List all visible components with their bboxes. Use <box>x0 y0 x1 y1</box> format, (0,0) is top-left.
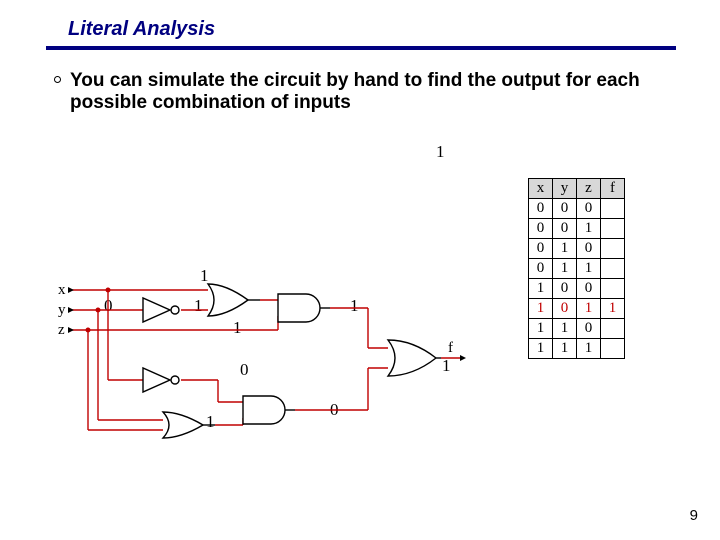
col-f: f <box>601 179 625 199</box>
not-gate-x <box>143 368 170 392</box>
annot-top: 1 <box>436 142 445 162</box>
and-gate-2 <box>243 396 285 424</box>
table-row: 110 <box>529 319 625 339</box>
input-y-label: y <box>58 302 66 318</box>
table-row: 1011 <box>529 299 625 319</box>
cell-z: 1 <box>577 299 601 319</box>
cell-f <box>601 219 625 239</box>
cell-x: 1 <box>529 319 553 339</box>
cell-x: 0 <box>529 259 553 279</box>
or-gate-2 <box>163 412 203 438</box>
table-row: 010 <box>529 239 625 259</box>
cell-z: 1 <box>577 259 601 279</box>
cell-x: 0 <box>529 239 553 259</box>
cell-x: 1 <box>529 299 553 319</box>
cell-f <box>601 319 625 339</box>
cell-z: 1 <box>577 339 601 359</box>
cell-y: 0 <box>553 219 577 239</box>
not-gate-y <box>143 298 170 322</box>
col-x: x <box>529 179 553 199</box>
cell-z: 0 <box>577 199 601 219</box>
cell-y: 0 <box>553 199 577 219</box>
cell-y: 1 <box>553 339 577 359</box>
cell-z: 0 <box>577 279 601 299</box>
table-row: 000 <box>529 199 625 219</box>
cell-x: 1 <box>529 339 553 359</box>
truth-header-row: x y z f <box>529 179 625 199</box>
cell-x: 1 <box>529 279 553 299</box>
input-x-label: x <box>58 282 66 298</box>
title-underline <box>46 46 676 50</box>
cell-f: 1 <box>601 299 625 319</box>
table-row: 111 <box>529 339 625 359</box>
cell-z: 1 <box>577 219 601 239</box>
page-number: 9 <box>690 507 698 524</box>
col-z: z <box>577 179 601 199</box>
and-gate-1 <box>278 294 320 322</box>
cell-f <box>601 199 625 219</box>
cell-x: 0 <box>529 199 553 219</box>
cell-f <box>601 339 625 359</box>
cell-y: 1 <box>553 239 577 259</box>
cell-z: 0 <box>577 319 601 339</box>
table-row: 001 <box>529 219 625 239</box>
output-f-label: f <box>448 340 453 356</box>
cell-y: 0 <box>553 279 577 299</box>
cell-f <box>601 259 625 279</box>
cell-f <box>601 239 625 259</box>
logic-circuit: x y z <box>48 240 468 460</box>
cell-y: 1 <box>553 259 577 279</box>
cell-f <box>601 279 625 299</box>
cell-y: 0 <box>553 299 577 319</box>
cell-y: 1 <box>553 319 577 339</box>
col-y: y <box>553 179 577 199</box>
or-gate-1 <box>208 284 248 316</box>
table-row: 011 <box>529 259 625 279</box>
input-z-label: z <box>58 322 65 338</box>
table-row: 100 <box>529 279 625 299</box>
bullet-icon <box>54 76 61 83</box>
cell-x: 0 <box>529 219 553 239</box>
cell-z: 0 <box>577 239 601 259</box>
bullet-text: You can simulate the circuit by hand to … <box>70 70 710 114</box>
truth-table: x y z f 0000010100111001011110111 <box>528 178 625 359</box>
or-gate-final <box>388 340 436 376</box>
slide-title: Literal Analysis <box>68 18 215 41</box>
